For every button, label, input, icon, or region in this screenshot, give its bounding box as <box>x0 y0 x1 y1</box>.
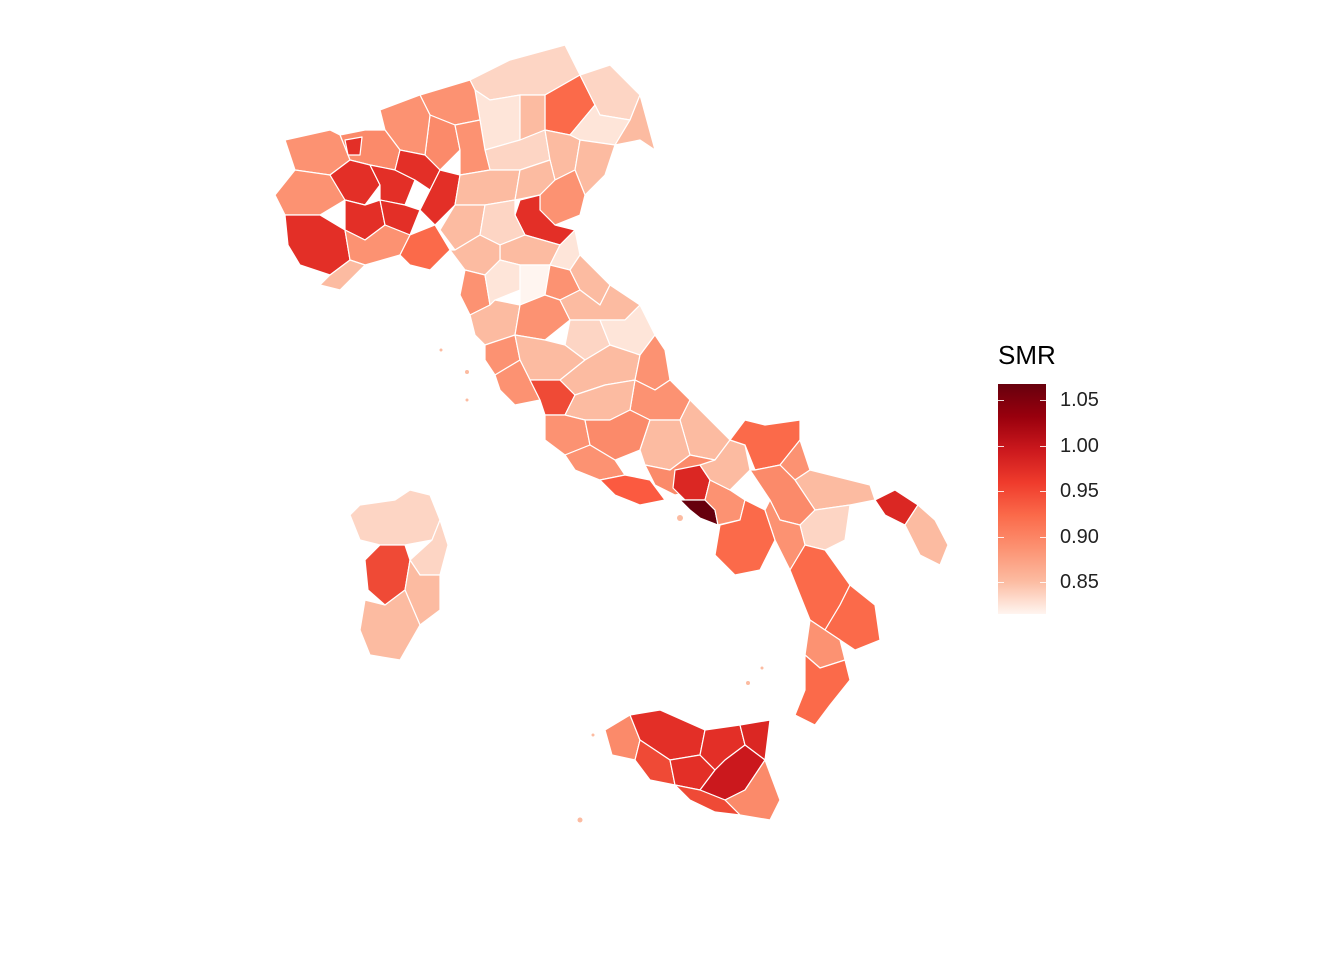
legend-tick-mark <box>1040 445 1046 447</box>
legend-tick-mark <box>998 445 1004 447</box>
sardinia-provinces <box>349 489 449 661</box>
legend-tick-label: 1.00 <box>1060 434 1099 457</box>
province-region <box>599 474 666 506</box>
legend-tick-mark <box>1040 536 1046 538</box>
province-region <box>794 654 851 726</box>
legend-tick-mark <box>998 536 1004 538</box>
legend-color-bar <box>998 384 1046 614</box>
province-region <box>319 259 366 291</box>
province-region <box>379 199 421 236</box>
province-region <box>349 489 441 546</box>
legend-tick-mark <box>1040 582 1046 584</box>
province-region <box>904 504 949 566</box>
legend-title: SMR <box>998 340 1056 370</box>
legend-tick-mark <box>998 400 1004 402</box>
province-region <box>674 784 741 816</box>
legend-tick-mark <box>998 582 1004 584</box>
mainland-provinces <box>274 44 949 726</box>
legend-tick-mark <box>1040 491 1046 493</box>
province-region <box>359 589 421 661</box>
legend-tick-label: 1.05 <box>1060 389 1099 412</box>
province-region <box>284 214 351 276</box>
province-region <box>824 584 881 651</box>
province-region <box>614 94 656 151</box>
province-region <box>344 136 363 156</box>
legend-tick-mark <box>1040 400 1046 402</box>
legend-tick-label: 0.90 <box>1060 525 1099 548</box>
legend-tick-mark <box>998 491 1004 493</box>
sicily-provinces <box>604 709 781 821</box>
islets <box>439 348 764 823</box>
province-region <box>454 169 521 206</box>
legend-tick-label: 0.95 <box>1060 480 1099 503</box>
legend-tick-label: 0.85 <box>1060 571 1099 594</box>
province-region <box>764 499 806 571</box>
